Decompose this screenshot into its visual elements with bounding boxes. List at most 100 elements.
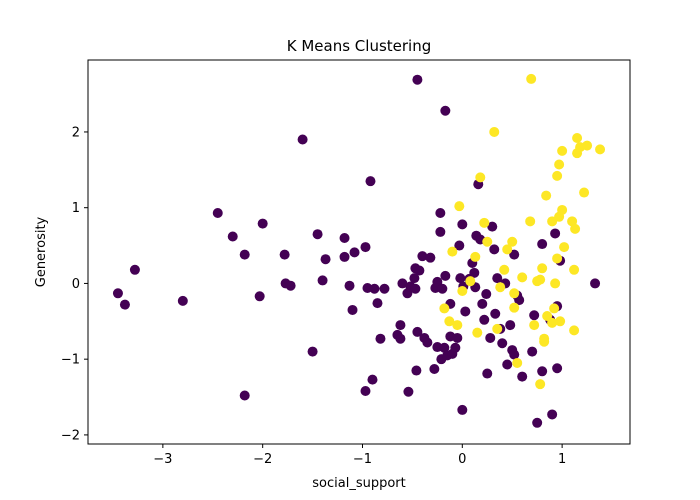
- data-point-cluster-0: [532, 417, 543, 428]
- data-point-cluster-1: [535, 379, 546, 390]
- data-point-cluster-0: [481, 289, 492, 300]
- data-point-cluster-0: [285, 280, 296, 291]
- data-point-cluster-0: [490, 308, 501, 319]
- data-point-cluster-0: [477, 298, 488, 309]
- data-point-cluster-0: [414, 265, 425, 276]
- data-point-cluster-0: [469, 267, 480, 278]
- data-point-cluster-1: [582, 140, 593, 151]
- data-point-cluster-0: [440, 105, 451, 116]
- data-point-cluster-0: [395, 333, 406, 344]
- data-point-cluster-0: [422, 337, 433, 348]
- data-point-cluster-0: [489, 244, 500, 255]
- data-point-cluster-0: [367, 374, 378, 385]
- data-point-cluster-0: [439, 342, 450, 353]
- data-point-cluster-0: [279, 249, 290, 260]
- data-point-cluster-1: [549, 303, 560, 314]
- data-point-cluster-1: [529, 320, 540, 331]
- data-point-cluster-0: [254, 291, 265, 302]
- y-tick-label: −2: [61, 428, 80, 443]
- data-point-cluster-1: [472, 327, 483, 338]
- data-point-cluster-1: [444, 316, 455, 327]
- data-point-cluster-0: [529, 310, 540, 321]
- data-point-cluster-0: [457, 219, 468, 230]
- data-point-cluster-0: [509, 349, 520, 360]
- data-point-cluster-0: [227, 231, 238, 242]
- data-point-cluster-0: [547, 409, 558, 420]
- data-point-cluster-0: [460, 306, 471, 317]
- data-point-cluster-1: [567, 216, 578, 227]
- data-point-cluster-0: [550, 228, 561, 239]
- data-point-cluster-0: [590, 278, 601, 289]
- data-point-cluster-0: [457, 404, 468, 415]
- data-point-cluster-1: [489, 126, 500, 137]
- data-point-cluster-1: [557, 145, 568, 156]
- y-axis-label: Generosity: [34, 216, 49, 287]
- data-point-cluster-0: [339, 251, 350, 262]
- data-point-cluster-0: [372, 298, 383, 309]
- data-point-cluster-1: [454, 201, 465, 212]
- data-point-cluster-0: [360, 385, 371, 396]
- data-point-cluster-0: [349, 247, 360, 258]
- data-point-cluster-1: [552, 253, 563, 264]
- data-point-cluster-0: [527, 346, 538, 357]
- x-axis: −3 −2 −1 0 1: [153, 444, 566, 467]
- data-point-cluster-0: [411, 365, 422, 376]
- data-point-cluster-0: [479, 314, 490, 325]
- data-point-cluster-0: [397, 278, 408, 289]
- data-point-cluster-0: [509, 249, 520, 260]
- data-point-cluster-0: [517, 371, 528, 382]
- data-point-cluster-0: [455, 273, 466, 284]
- data-point-cluster-1: [555, 316, 566, 327]
- x-tick-label: −1: [353, 452, 372, 467]
- data-point-cluster-1: [570, 223, 581, 234]
- y-tick-label: 0: [72, 277, 80, 292]
- data-point-cluster-0: [317, 275, 328, 286]
- data-point-cluster-0: [410, 283, 421, 294]
- data-point-cluster-0: [537, 239, 548, 250]
- data-point-cluster-0: [379, 283, 390, 294]
- data-point-cluster-0: [429, 364, 440, 375]
- data-point-cluster-0: [437, 283, 448, 294]
- y-axis: −2 −1 0 1 2: [61, 125, 88, 443]
- data-point-cluster-1: [439, 303, 450, 314]
- data-point-cluster-0: [450, 342, 461, 353]
- x-tick-label: 1: [558, 452, 566, 467]
- data-point-cluster-0: [365, 176, 376, 187]
- data-point-cluster-0: [112, 288, 123, 299]
- data-point-cluster-1: [552, 170, 563, 181]
- data-point-cluster-1: [569, 325, 580, 336]
- data-point-cluster-1: [457, 286, 468, 297]
- data-point-cluster-0: [239, 249, 250, 260]
- data-point-cluster-1: [557, 204, 568, 215]
- data-point-cluster-0: [537, 366, 548, 377]
- data-point-cluster-1: [526, 73, 537, 84]
- x-tick-label: 0: [458, 452, 466, 467]
- data-point-cluster-1: [539, 336, 550, 347]
- x-axis-label: social_support: [312, 476, 405, 491]
- data-point-cluster-0: [312, 229, 323, 240]
- data-point-cluster-1: [579, 187, 590, 198]
- x-tick-label: −2: [253, 452, 272, 467]
- data-point-cluster-0: [395, 320, 406, 331]
- data-point-cluster-0: [452, 332, 463, 343]
- data-point-cluster-1: [499, 264, 510, 275]
- plot-frame: [87, 59, 631, 445]
- data-point-cluster-1: [465, 276, 476, 287]
- data-point-cluster-0: [320, 254, 331, 265]
- data-point-cluster-1: [517, 272, 528, 283]
- data-points: [112, 73, 606, 428]
- data-point-cluster-0: [129, 264, 140, 275]
- data-point-cluster-1: [507, 236, 518, 247]
- data-point-cluster-0: [454, 240, 465, 251]
- data-point-cluster-0: [347, 304, 358, 315]
- data-point-cluster-0: [492, 273, 503, 284]
- data-point-cluster-0: [307, 346, 318, 357]
- data-point-cluster-1: [479, 217, 490, 228]
- data-point-cluster-0: [239, 390, 250, 401]
- data-point-cluster-1: [475, 172, 486, 183]
- data-point-cluster-1: [559, 242, 570, 253]
- y-tick-label: 1: [72, 201, 80, 216]
- data-point-cluster-0: [487, 221, 498, 232]
- data-point-cluster-1: [509, 302, 520, 313]
